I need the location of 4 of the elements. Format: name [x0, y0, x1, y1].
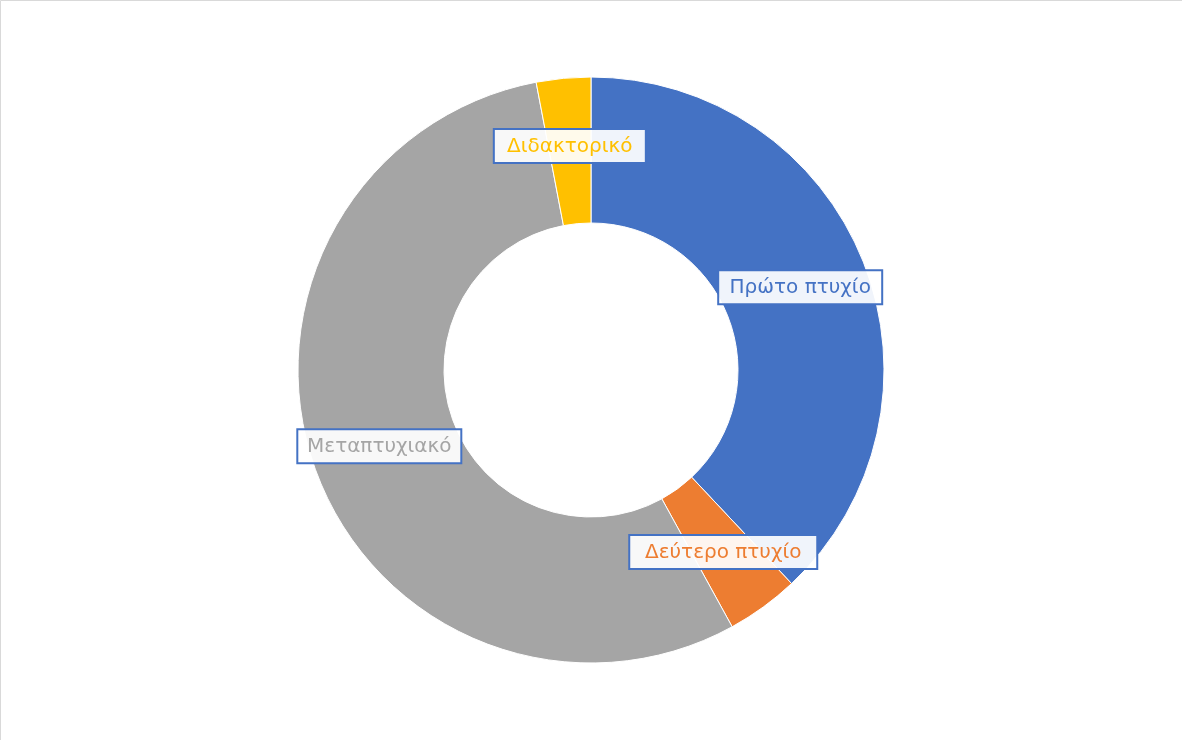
slice-label: Πρώτο πτυχίο — [729, 274, 871, 299]
slice-label: Διδακτορικό — [507, 133, 633, 157]
slice-label: Μεταπτυχιακό — [307, 433, 452, 458]
slice-label: Δεύτερο πτυχίο — [645, 539, 802, 564]
